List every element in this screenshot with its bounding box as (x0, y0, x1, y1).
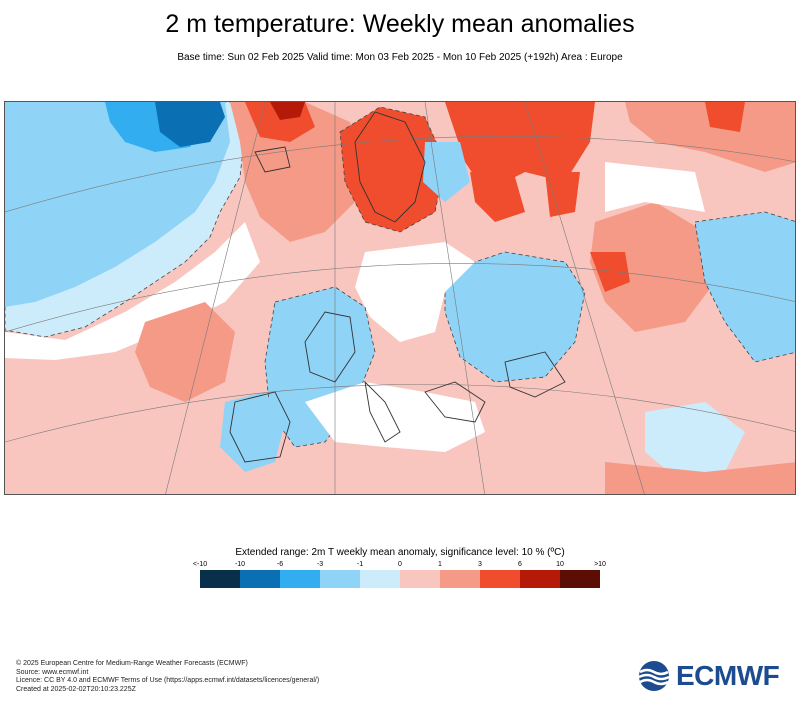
ecmwf-logo: ECMWF (636, 660, 786, 692)
licence-text: Licence: CC BY 4.0 and ECMWF Terms of Us… (16, 677, 320, 685)
white-band-atlantic (5, 222, 260, 360)
legend-color-swatch (480, 570, 520, 588)
cold-anomaly-iberia (220, 392, 285, 472)
anomaly-map (4, 101, 796, 495)
legend-colorbar (200, 570, 600, 588)
warm-anomaly-russia-east (590, 202, 715, 332)
legend-tick: 3 (478, 561, 482, 568)
legend-color-swatch (360, 570, 400, 588)
legend-color-swatch (320, 570, 360, 588)
graticule (5, 102, 795, 494)
very-warm-iceland (270, 102, 305, 120)
legend-tick: -1 (356, 561, 364, 568)
very-cold-greenland (155, 102, 225, 147)
legend-color-swatch (440, 570, 480, 588)
legend-color-swatch (520, 570, 560, 588)
legend-tick: <-10 (192, 561, 208, 568)
warm-anomaly-central-atlantic (135, 302, 235, 402)
cold-anomaly-siberia (694, 211, 795, 363)
cold-anomaly-eastern-europe (444, 251, 586, 383)
strong-warm-arctic-east (705, 102, 745, 132)
source-text: Source: www.ecmwf.int (16, 668, 89, 676)
strong-warm-russia (590, 252, 630, 292)
white-band-central-europe (355, 242, 475, 342)
legend-tick: -3 (316, 561, 324, 568)
page-subtitle: Base time: Sun 02 Feb 2025 Valid time: M… (177, 52, 623, 63)
legend-title: Extended range: 2m T weekly mean anomaly… (235, 547, 565, 558)
legend-color-swatch (560, 570, 600, 588)
warm-anomaly-urals (545, 172, 580, 217)
warm-anomaly-southeast (605, 462, 795, 494)
legend-tick: 0 (398, 561, 402, 568)
legend-color-swatch (400, 570, 440, 588)
legend-tick: -6 (276, 561, 284, 568)
copyright-text: © 2025 European Centre for Medium-Range … (16, 660, 248, 667)
warm-anomaly-scandinavia (339, 106, 446, 233)
legend-color-swatch (240, 570, 280, 588)
white-band-mediterranean (305, 382, 485, 452)
cold-anomaly-greenland (5, 102, 230, 307)
legend-tick: 6 (518, 561, 522, 568)
white-band-east (605, 162, 705, 212)
warm-anomaly-northern-russia (470, 172, 525, 222)
footer: © 2025 European Centre for Medium-Range … (16, 660, 319, 694)
legend-tick: -10 (234, 561, 246, 568)
legend-tick: 10 (556, 561, 564, 568)
coastlines (229, 111, 566, 463)
legend-tick: >10 (594, 561, 606, 568)
legend-color-swatch (200, 570, 240, 588)
cold-anomaly-baltic (423, 142, 470, 202)
warm-anomaly-barents (445, 102, 595, 192)
legend-color-swatch (280, 570, 320, 588)
cold-anomaly-middle-east (645, 402, 745, 477)
created-text: Created at 2025-02-02T20:10:23.225Z (16, 685, 136, 693)
ecmwf-logo-text: ECMWF (676, 660, 780, 691)
legend-tick: 1 (438, 561, 442, 568)
page-title: 2 m temperature: Weekly mean anomalies (165, 10, 635, 38)
ecmwf-logo-icon (638, 661, 670, 691)
